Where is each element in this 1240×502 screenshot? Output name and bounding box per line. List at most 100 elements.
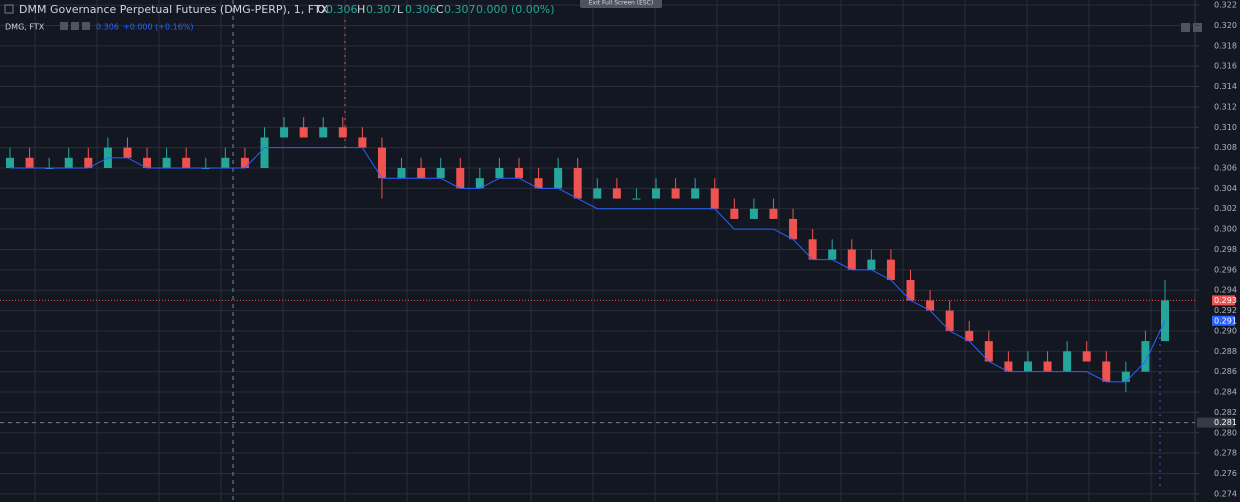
candle-body xyxy=(769,208,778,219)
index-line xyxy=(10,147,1166,383)
y-tick-label: 0.310 xyxy=(1214,123,1237,132)
y-tick-label: 0.312 xyxy=(1214,102,1237,111)
candle-body xyxy=(730,208,739,219)
candle-body xyxy=(808,239,817,260)
y-tick-label: 0.282 xyxy=(1214,408,1237,417)
overlay-icon[interactable] xyxy=(82,22,90,30)
y-tick-label: 0.292 xyxy=(1214,306,1237,315)
y-tick-label: 0.308 xyxy=(1214,143,1237,152)
y-tick-label: 0.284 xyxy=(1214,388,1237,397)
overlay-name[interactable]: DMG, FTX xyxy=(5,23,45,32)
candle-body xyxy=(514,168,523,179)
ohlc-value: 0.306 xyxy=(405,3,437,16)
candle-body xyxy=(867,259,876,270)
candle-body xyxy=(573,168,582,199)
y-tick-label: 0.276 xyxy=(1214,469,1237,478)
overlay-icon[interactable] xyxy=(60,22,68,30)
ohlc-label: O xyxy=(317,3,326,16)
overlay-icon[interactable] xyxy=(71,22,79,30)
candle-body xyxy=(1141,341,1150,372)
candle-body xyxy=(143,157,152,169)
y-tick-label: 0.318 xyxy=(1214,41,1237,50)
candle-body xyxy=(358,137,367,148)
exit-fullscreen-text[interactable]: Exit Full Screen (ESC) xyxy=(589,0,653,7)
candle-body xyxy=(64,157,73,169)
candle-body xyxy=(847,249,856,270)
candle-body xyxy=(749,208,758,219)
candle-body xyxy=(84,157,93,169)
candle-body xyxy=(436,168,445,179)
y-tick-label: 0.294 xyxy=(1214,286,1237,295)
y-tick-label: 0.274 xyxy=(1214,489,1237,498)
candle-body xyxy=(652,188,661,199)
ohlc-change: 0.000 (0.00%) xyxy=(476,3,555,16)
candle-body xyxy=(612,188,621,199)
y-tick-label: 0.300 xyxy=(1214,225,1237,234)
chart-title: DMM Governance Perpetual Futures (DMG-PE… xyxy=(19,3,329,16)
crosshair-box xyxy=(1197,417,1235,428)
candle-body xyxy=(240,157,249,169)
candle-body xyxy=(1082,351,1091,362)
exit-fullscreen-button[interactable] xyxy=(580,0,662,8)
y-tick-label: 0.322 xyxy=(1214,1,1237,10)
y-tick-label: 0.290 xyxy=(1214,326,1237,335)
scroll-button[interactable] xyxy=(1181,23,1190,32)
candle-body xyxy=(338,127,347,138)
candle-body xyxy=(475,178,484,189)
candle-body xyxy=(886,259,895,281)
scroll-button[interactable] xyxy=(1193,23,1202,32)
ohlc-label: H xyxy=(357,3,365,16)
candle-body xyxy=(6,157,14,169)
candle-body xyxy=(926,300,935,311)
candle-body xyxy=(789,218,798,240)
overlay-change: +0.000 (+0.16%) xyxy=(123,23,194,32)
candle-body xyxy=(671,188,680,199)
plot-area xyxy=(6,117,1169,393)
y-tick-label: 0.304 xyxy=(1214,184,1237,193)
last-price-label: 0.293 xyxy=(1214,296,1237,305)
index-price-box xyxy=(1212,315,1235,326)
candle-body xyxy=(25,157,34,169)
candle-body xyxy=(280,127,289,138)
candle-body xyxy=(397,168,406,179)
candle-body xyxy=(945,310,954,331)
y-tick-label: 0.302 xyxy=(1214,204,1237,213)
candle-body xyxy=(1121,371,1130,382)
candle-body xyxy=(828,249,837,260)
candle-body xyxy=(1063,351,1072,372)
candle-body xyxy=(162,157,171,169)
candle-body xyxy=(221,157,230,169)
overlay-value: 0.306 xyxy=(96,23,119,32)
candle-body xyxy=(182,157,191,169)
candle-body xyxy=(554,168,563,189)
candle-body xyxy=(593,188,602,199)
ohlc-label: C xyxy=(436,3,444,16)
candle-body xyxy=(417,168,426,179)
crosshair-label: 0.281 xyxy=(1214,418,1237,427)
candle-body xyxy=(691,188,700,199)
ohlc-value: 0.307 xyxy=(366,3,398,16)
ohlc-value: 0.306 xyxy=(326,3,358,16)
candle-body xyxy=(965,330,974,342)
collapse-icon[interactable] xyxy=(4,4,14,14)
y-tick-label: 0.280 xyxy=(1214,428,1237,437)
y-tick-label: 0.298 xyxy=(1214,245,1237,254)
y-tick-label: 0.314 xyxy=(1214,82,1237,91)
candle-body xyxy=(534,178,543,189)
ohlc-value: 0.307 xyxy=(444,3,476,16)
candle-body xyxy=(1023,361,1032,372)
y-tick-label: 0.296 xyxy=(1214,265,1237,274)
y-tick-label: 0.316 xyxy=(1214,62,1237,71)
y-tick-label: 0.286 xyxy=(1214,367,1237,376)
candle-body xyxy=(123,147,132,158)
y-tick-label: 0.288 xyxy=(1214,347,1237,356)
candle-body xyxy=(377,147,386,179)
candle-body xyxy=(710,188,719,209)
candle-body xyxy=(1004,361,1013,372)
candle-body xyxy=(260,137,269,169)
candle-body xyxy=(906,280,915,301)
candle-body xyxy=(1102,361,1111,382)
candle-body xyxy=(456,168,465,189)
candle-body xyxy=(319,127,328,138)
